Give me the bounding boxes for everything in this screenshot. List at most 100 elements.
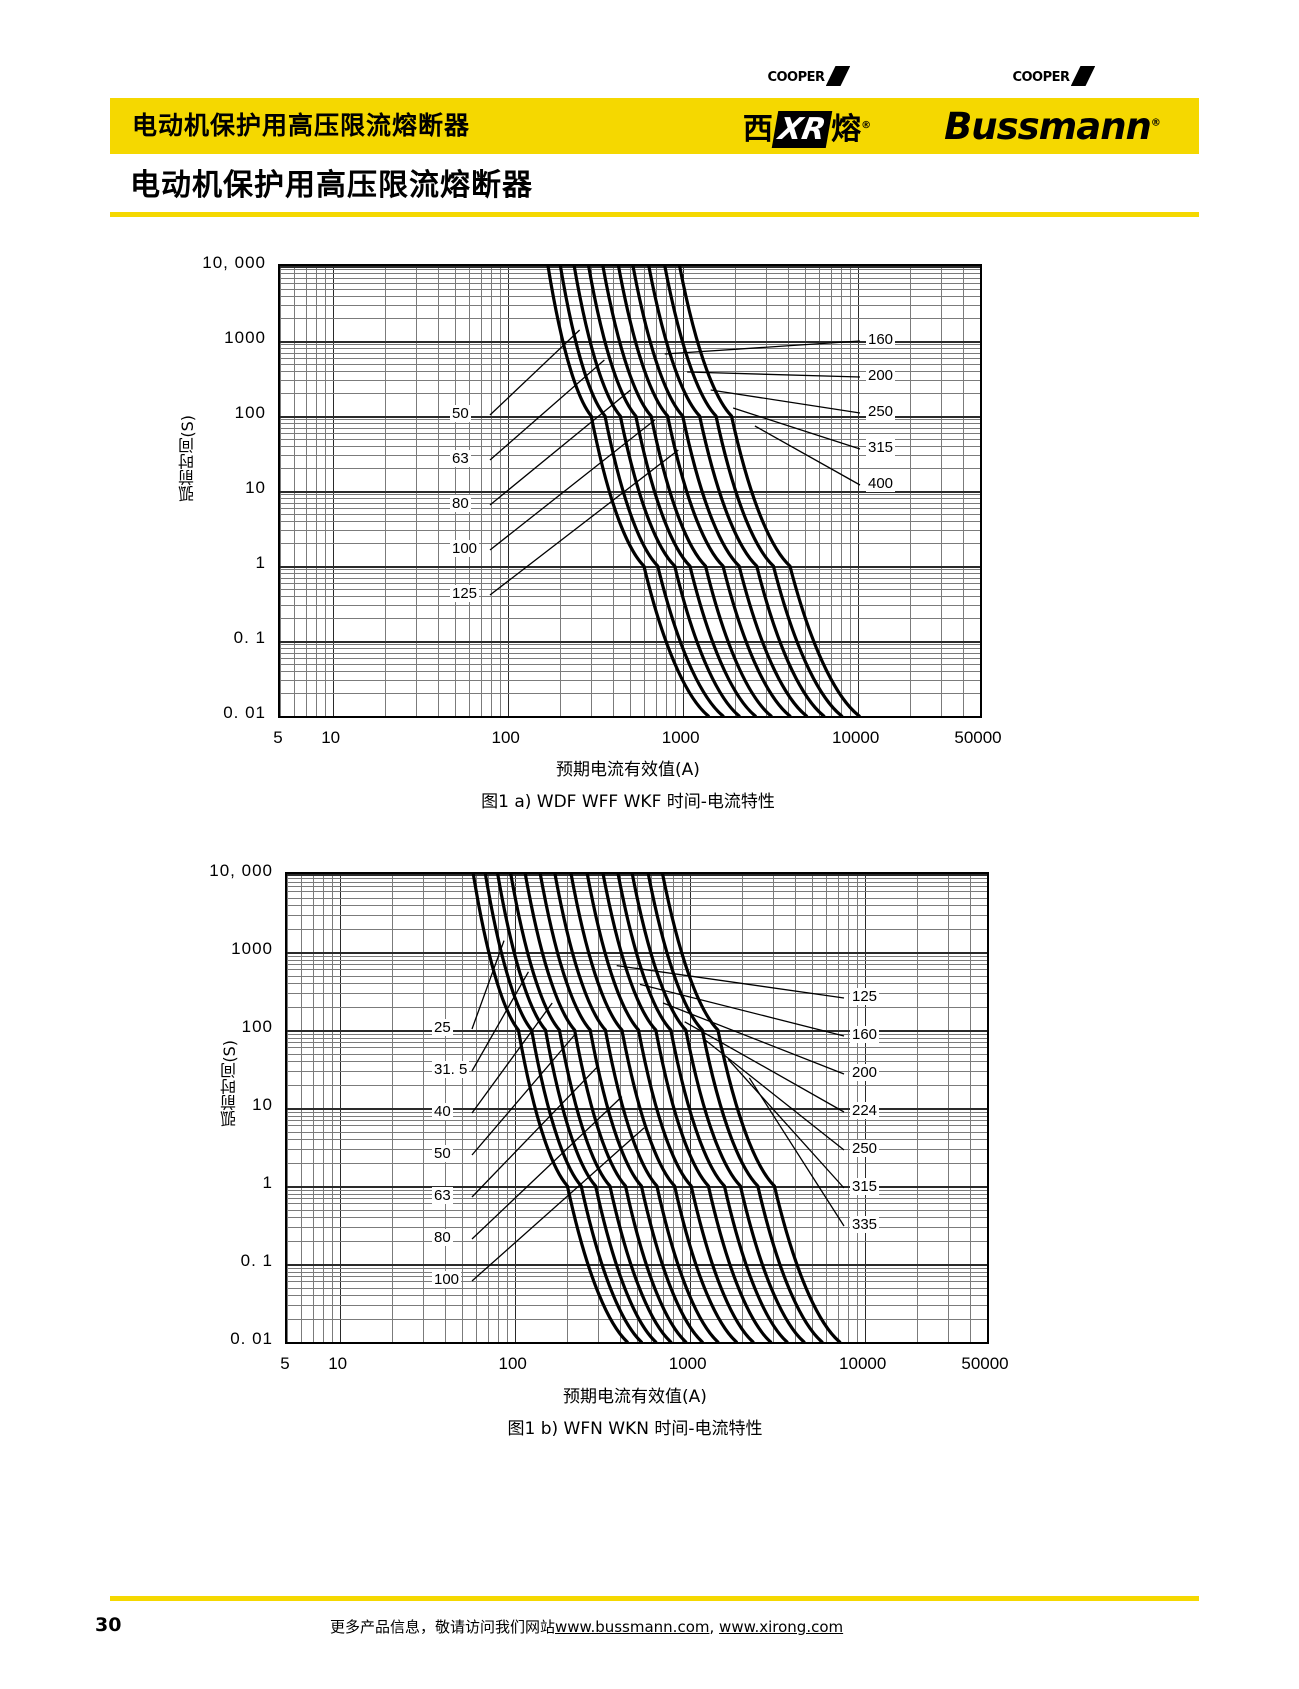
- gridline-h: [287, 1030, 987, 1032]
- bussmann-link[interactable]: www.bussmann.com: [555, 1618, 710, 1636]
- gridline-h: [280, 595, 980, 597]
- curve-label-25: 25: [432, 1019, 453, 1036]
- bussmann-wordmark: Bussmann®: [944, 104, 1161, 148]
- gridline-h: [287, 1342, 987, 1344]
- gridline-h: [280, 641, 980, 643]
- curve-label-160: 160: [866, 331, 896, 348]
- y-tick-label: 1: [255, 553, 266, 572]
- x-axis-title: 预期电流有效值(A): [563, 1387, 707, 1407]
- gridline-h: [287, 1120, 987, 1122]
- gridline-h: [280, 357, 980, 359]
- gridline-h: [280, 344, 980, 346]
- gridline-h: [287, 964, 987, 966]
- figure-caption: 图1 a) WDF WFF WKF 时间-电流特性: [481, 792, 775, 812]
- curve-label-125: 125: [850, 988, 880, 1005]
- footer-note-text: 更多产品信息，敬请访问我们网站: [330, 1618, 556, 1636]
- header-band-title: 电动机保护用高压限流熔断器: [132, 111, 471, 140]
- curve-label-40: 40: [432, 1103, 453, 1120]
- gridline-h: [287, 1287, 987, 1289]
- cooper-word: COOPER: [767, 70, 825, 85]
- registered-mark-bussmann: ®: [1150, 117, 1161, 129]
- gridline-h: [280, 288, 980, 290]
- gridline-h: [287, 1084, 987, 1086]
- gridline-h: [287, 1042, 987, 1044]
- curve-label-315: 315: [866, 439, 896, 456]
- gridline-h: [280, 273, 980, 275]
- gridline-h: [287, 1070, 987, 1072]
- gridline-h: [287, 1006, 987, 1008]
- gridline-h: [287, 877, 987, 879]
- curve-label-80: 80: [450, 495, 471, 512]
- curve-label-200: 200: [866, 367, 896, 384]
- y-tick-label: 10: [245, 478, 266, 497]
- bussmann-name: Bussmann: [944, 104, 1152, 148]
- x-tick-label: 10000: [839, 1354, 887, 1373]
- page-title: 电动机保护用高压限流熔断器: [130, 168, 533, 203]
- curve-100: [553, 874, 720, 1342]
- curve-label-335: 335: [850, 1216, 880, 1233]
- y-tick-label: 1: [262, 1173, 273, 1192]
- gridline-h: [280, 363, 980, 365]
- cooper-word: COOPER: [1012, 70, 1070, 85]
- y-tick-label: 10, 000: [209, 861, 273, 880]
- curve-125: [601, 266, 773, 716]
- y-axis-title: 弧前时间(S): [220, 1040, 239, 1127]
- gridline-h: [280, 269, 980, 271]
- gridline-h: [287, 1304, 987, 1306]
- gridline-h: [280, 670, 980, 672]
- curve-125: [569, 874, 738, 1342]
- gridline-h: [280, 663, 980, 665]
- title-divider: [110, 212, 1199, 217]
- curve-label-250: 250: [850, 1140, 880, 1157]
- cooper-tag-xirong: COOPER: [767, 66, 846, 86]
- gridline-v: [987, 874, 988, 1342]
- gridline-h: [287, 1115, 987, 1117]
- x-tick-label: 100: [498, 1354, 527, 1373]
- curve-200: [631, 266, 809, 716]
- y-tick-label: 1000: [224, 328, 266, 347]
- registered-mark-xirong: ®: [861, 120, 872, 131]
- gridline-h: [280, 605, 980, 607]
- gridline-h: [287, 1295, 987, 1296]
- x-tick-label: 5: [273, 728, 283, 747]
- footer-divider: [110, 1596, 1199, 1601]
- curve-label-63: 63: [432, 1187, 453, 1204]
- gridline-h: [287, 1318, 987, 1320]
- curve-label-50: 50: [432, 1145, 453, 1162]
- y-tick-label: 1000: [231, 939, 273, 958]
- gridline-h: [280, 652, 980, 654]
- cooper-tag-bussmann: COOPER: [1012, 66, 1091, 86]
- gridline-h: [287, 1047, 987, 1049]
- gridline-h: [280, 648, 980, 650]
- curve-label-160: 160: [850, 1026, 880, 1043]
- gridline-h: [287, 874, 987, 876]
- x-axis-title: 预期电流有效值(A): [556, 760, 700, 780]
- curve-label-100: 100: [450, 540, 480, 557]
- y-tick-label: 0. 1: [240, 1251, 273, 1270]
- gridline-h: [280, 618, 980, 620]
- gridline-h: [280, 644, 980, 646]
- gridline-h: [287, 905, 987, 906]
- x-tick-label: 1000: [661, 728, 700, 747]
- curve-label-125: 125: [450, 585, 480, 602]
- x-tick-label: 10000: [832, 728, 880, 747]
- xirong-wordmark: 西XR熔®: [742, 111, 872, 148]
- curve-label-63: 63: [450, 450, 471, 467]
- y-tick-label: 100: [241, 1017, 273, 1036]
- logo-bussmann: COOPER Bussmann®: [905, 98, 1199, 154]
- gridline-h: [280, 266, 980, 268]
- curve-label-50: 50: [450, 405, 471, 422]
- y-tick-label: 0. 01: [223, 703, 266, 722]
- curve-label-200: 200: [850, 1064, 880, 1081]
- x-tick-label: 50000: [961, 1354, 1009, 1373]
- x-tick-label: 10: [321, 728, 341, 747]
- y-tick-label: 10, 000: [202, 253, 266, 272]
- curve-250: [647, 266, 826, 716]
- x-tick-label: 1000: [668, 1354, 707, 1373]
- curve-160: [616, 266, 792, 716]
- curves-layer: [471, 874, 842, 1342]
- gridline-h: [280, 693, 980, 695]
- curve-label-315: 31. 5: [432, 1061, 470, 1078]
- xirong-link[interactable]: www.xirong.com: [719, 1618, 844, 1636]
